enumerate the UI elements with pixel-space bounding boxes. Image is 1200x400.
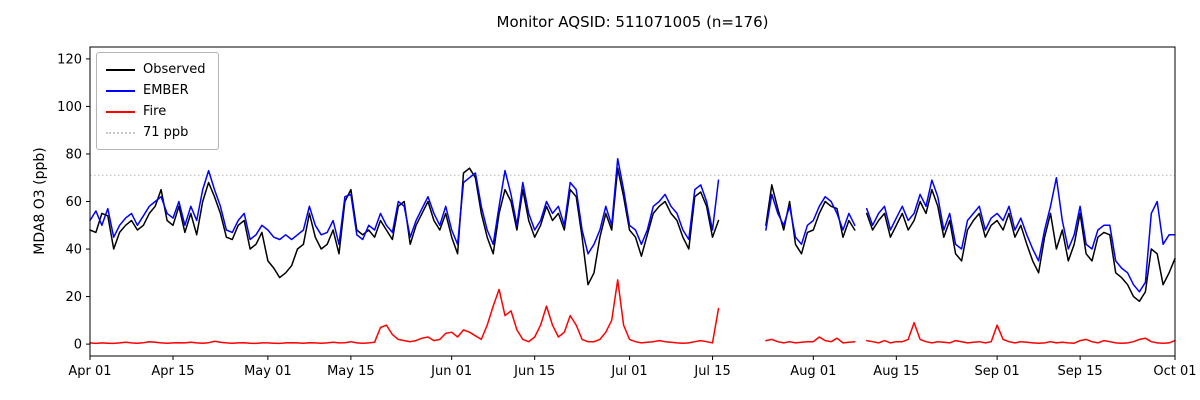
legend-label: EMBER bbox=[143, 83, 189, 98]
y-tick-label: 100 bbox=[57, 100, 82, 115]
plot-frame bbox=[89, 46, 1176, 357]
x-tick-label: Apr 01 bbox=[68, 364, 111, 379]
x-tick-label: Sep 15 bbox=[1058, 364, 1103, 379]
legend-line-sample bbox=[106, 89, 135, 92]
x-tick-label: Apr 15 bbox=[151, 364, 194, 379]
plot-background bbox=[90, 47, 1175, 356]
legend-item-fire: Fire bbox=[106, 101, 206, 122]
series-ember bbox=[89, 157, 1176, 293]
x-tick-label: Jul 01 bbox=[610, 364, 647, 379]
legend: Observed EMBER Fire 71 ppb bbox=[96, 52, 219, 150]
x-tick-label: May 01 bbox=[244, 364, 292, 379]
legend-label: 71 ppb bbox=[143, 125, 189, 140]
legend-item-ember: EMBER bbox=[106, 80, 206, 101]
legend-line-sample bbox=[106, 131, 135, 134]
y-tick-label: 0 bbox=[74, 338, 82, 353]
x-tick-label: May 15 bbox=[327, 364, 375, 379]
y-tick-label: 120 bbox=[57, 52, 82, 67]
legend-label: Observed bbox=[143, 62, 206, 77]
x-tick-label: Oct 01 bbox=[1153, 364, 1196, 379]
y-tick-label: 60 bbox=[65, 195, 82, 210]
legend-item-71-ppb: 71 ppb bbox=[106, 122, 206, 143]
y-tick-label: 80 bbox=[65, 147, 82, 162]
x-tick-label: Aug 01 bbox=[790, 364, 836, 379]
legend-label: Fire bbox=[143, 104, 167, 119]
x-tick-label: Aug 15 bbox=[873, 364, 919, 379]
x-tick-label: Sep 01 bbox=[975, 364, 1020, 379]
series-fire bbox=[89, 279, 1176, 345]
y-tick-label: 40 bbox=[65, 243, 82, 258]
legend-line-sample bbox=[106, 110, 135, 113]
legend-item-observed: Observed bbox=[106, 59, 206, 80]
chart-title: Monitor AQSID: 511071005 (n=176) bbox=[496, 13, 769, 31]
x-tick-label: Jun 01 bbox=[430, 364, 472, 379]
legend-line-sample bbox=[106, 68, 135, 71]
x-tick-label: Jul 15 bbox=[693, 364, 730, 379]
y-tick-label: 20 bbox=[65, 290, 82, 305]
x-tick-label: Jun 15 bbox=[513, 364, 555, 379]
